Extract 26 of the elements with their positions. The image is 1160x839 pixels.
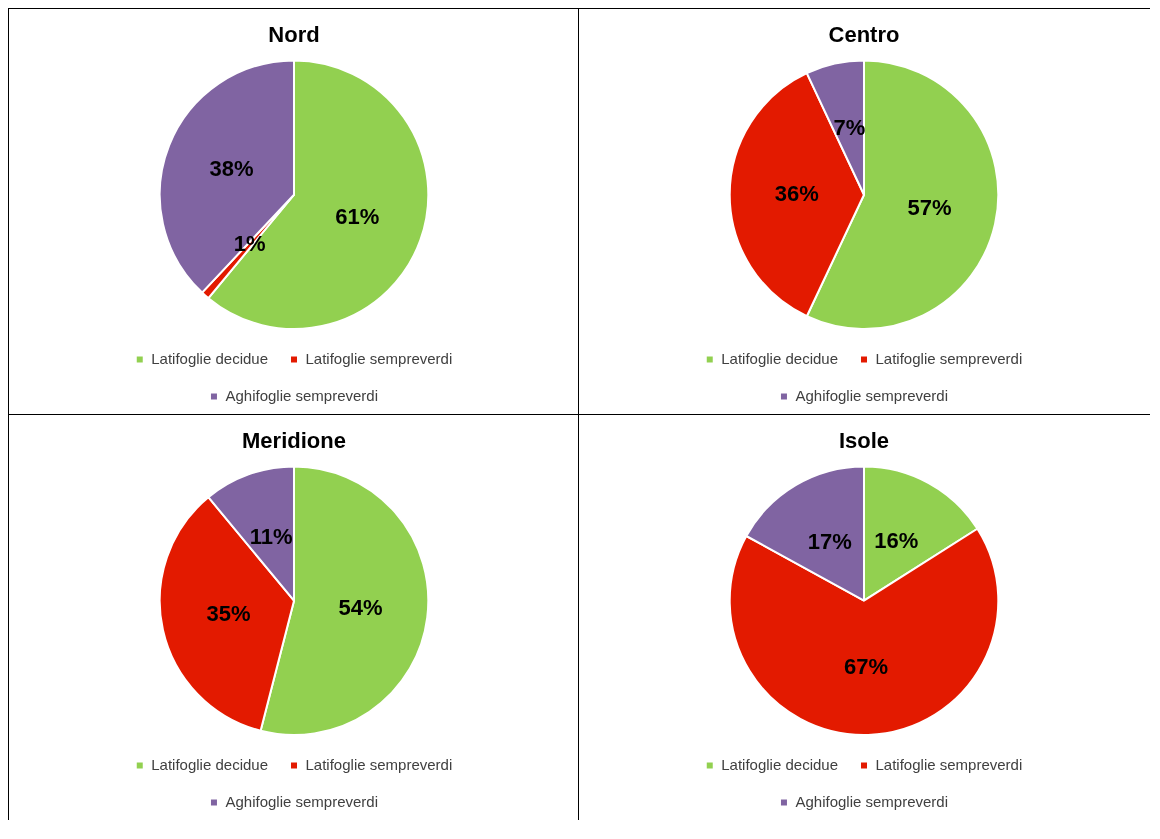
legend-label: Aghifoglie sempreverdi [795, 386, 949, 404]
legend-label: Latifoglie decidue [721, 349, 839, 367]
chart-title: Nord [268, 22, 320, 48]
chart-title: Meridione [242, 428, 346, 454]
legend-label: Latifoglie sempreverdi [305, 349, 453, 367]
legend-label: Latifoglie sempreverdi [305, 755, 453, 773]
chart-title: Centro [828, 22, 900, 48]
data-label: 38% [209, 156, 254, 182]
data-label: 16% [874, 527, 919, 553]
legend-label: Latifoglie sempreverdi [875, 349, 1023, 367]
data-label: 57% [907, 195, 952, 221]
data-label: 36% [774, 180, 819, 206]
data-label: 67% [844, 653, 889, 679]
legend-label: Aghifoglie sempreverdi [225, 792, 379, 810]
legend-label: Aghifoglie sempreverdi [795, 792, 949, 810]
data-label: 54% [338, 595, 383, 621]
data-label: 11% [249, 523, 293, 549]
legend-label: Latifoglie decidue [721, 755, 839, 773]
legend-label: Aghifoglie sempreverdi [225, 386, 379, 404]
data-label: 35% [206, 601, 251, 627]
legend-label: Latifoglie decidue [151, 349, 269, 367]
data-label: 17% [807, 528, 852, 554]
legend-label: Latifoglie decidue [151, 755, 269, 773]
data-label: 61% [335, 203, 380, 229]
legend-label: Latifoglie sempreverdi [875, 755, 1023, 773]
chart-title: Isole [838, 428, 890, 454]
